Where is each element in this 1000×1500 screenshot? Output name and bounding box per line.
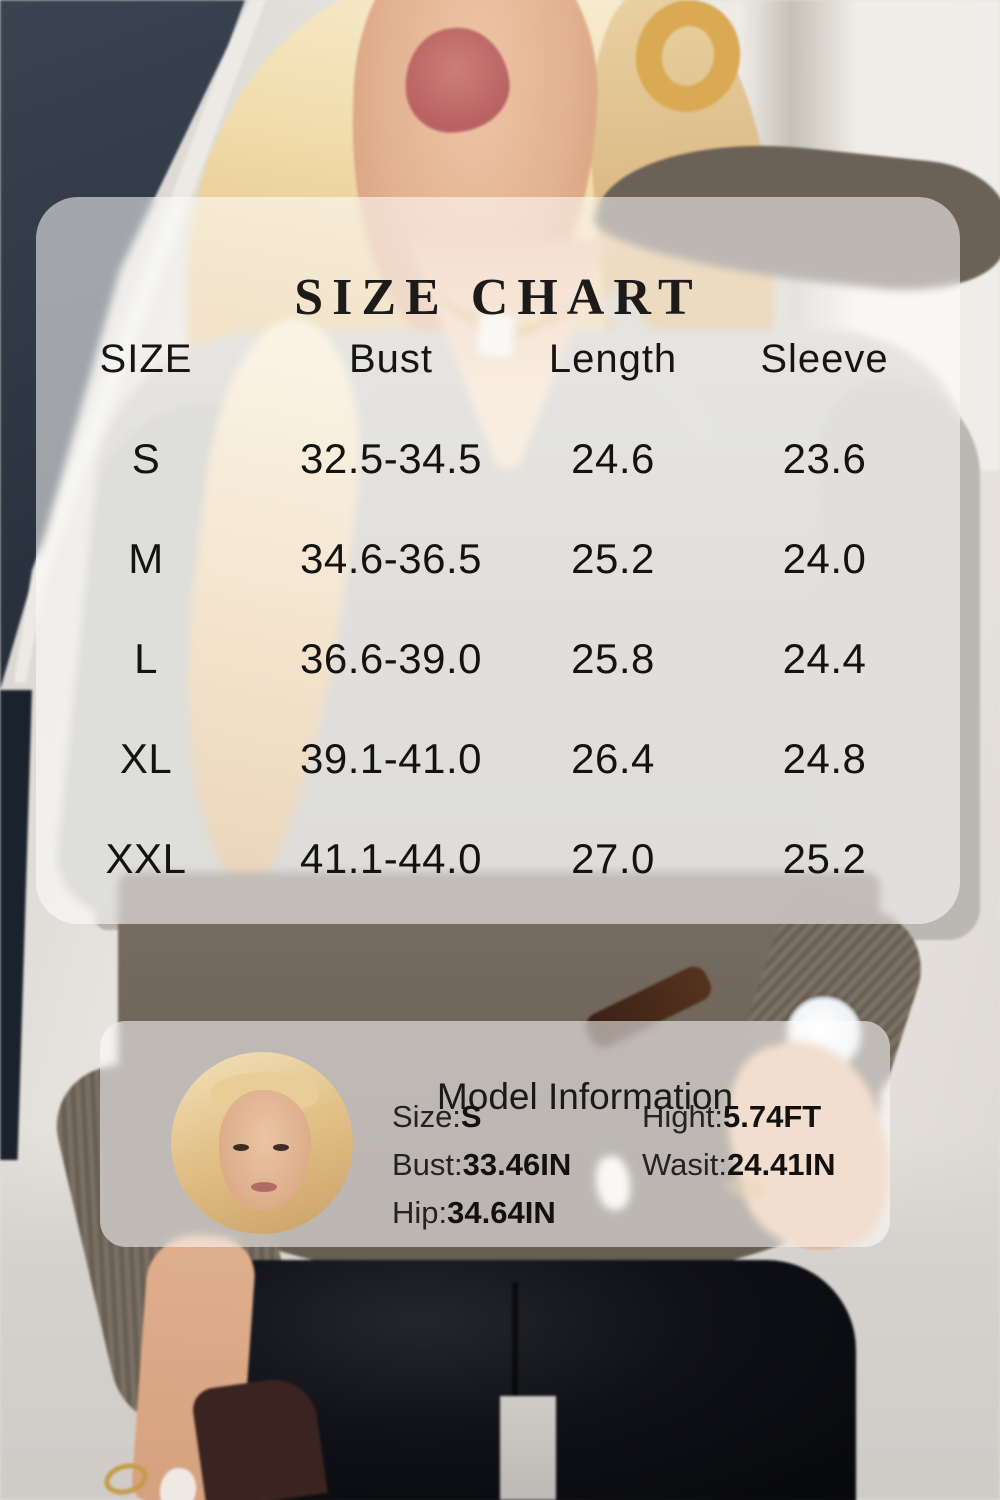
table-row-xxl: XXL 41.1-44.0 27.0 25.2 [42, 809, 955, 909]
pants-center-seam [512, 1282, 518, 1457]
table-header-row: SIZE Bust Length Sleeve [42, 309, 955, 409]
model-photo-eye [233, 1144, 249, 1151]
background-gap-between-legs [500, 1396, 556, 1500]
cell-bust: 36.6-39.0 [300, 635, 482, 682]
spec-size: Size:S [392, 1099, 482, 1134]
cell-size: XXL [105, 835, 187, 882]
cell-length: 25.2 [571, 535, 655, 582]
cell-bust: 41.1-44.0 [300, 835, 482, 882]
cell-sleeve: 25.2 [782, 835, 867, 882]
cell-size: S [131, 435, 161, 482]
spec-bust: Bust:33.46IN [392, 1147, 572, 1182]
model-info-panel: Model Information Size:S Hight:5.74FT Bu… [100, 1021, 890, 1247]
model-photo-eye [273, 1144, 289, 1151]
size-chart-panel: SIZE CHART SIZE Bust Length Sleeve S 32.… [36, 197, 960, 924]
col-header-bust: Bust [348, 336, 434, 381]
spec-hip: Hip:34.64IN [392, 1195, 556, 1230]
cell-sleeve: 24.8 [782, 735, 867, 782]
cell-size: XL [119, 735, 173, 782]
model-photo-lips [251, 1182, 277, 1192]
cell-length: 24.6 [571, 435, 655, 482]
cell-sleeve: 24.0 [782, 535, 867, 582]
model-info-title: Model Information [436, 1075, 734, 1117]
model-specs: Size:S Hight:5.74FT Bust:33.46IN Wasit:2… [392, 1097, 862, 1233]
cell-length: 25.8 [571, 635, 655, 682]
table-row-m: M 34.6-36.5 25.2 24.0 [42, 509, 955, 609]
spec-height: Hight:5.74FT [642, 1099, 822, 1134]
size-chart-table: SIZE Bust Length Sleeve S 32.5-34.5 24.6… [42, 309, 955, 909]
cell-sleeve: 23.6 [782, 435, 867, 482]
cell-size: L [134, 635, 158, 682]
table-row-l: L 36.6-39.0 25.8 24.4 [42, 609, 955, 709]
cell-bust: 34.6-36.5 [300, 535, 482, 582]
cell-bust: 32.5-34.5 [300, 435, 482, 482]
model-photo-face [219, 1090, 311, 1210]
model-photo [171, 1052, 353, 1234]
cell-sleeve: 24.4 [782, 635, 867, 682]
cell-length: 27.0 [571, 835, 655, 882]
cell-size: M [128, 535, 164, 582]
col-header-size: SIZE [99, 336, 193, 381]
cell-length: 26.4 [571, 735, 655, 782]
cell-bust: 39.1-41.0 [300, 735, 482, 782]
spec-waist: Wasit:24.41IN [642, 1147, 836, 1182]
col-header-sleeve: Sleeve [760, 336, 889, 381]
col-header-length: Length [548, 336, 678, 381]
table-row-xl: XL 39.1-41.0 26.4 24.8 [42, 709, 955, 809]
size-chart-title: SIZE CHART [294, 268, 702, 326]
table-row-s: S 32.5-34.5 24.6 23.6 [42, 409, 955, 509]
